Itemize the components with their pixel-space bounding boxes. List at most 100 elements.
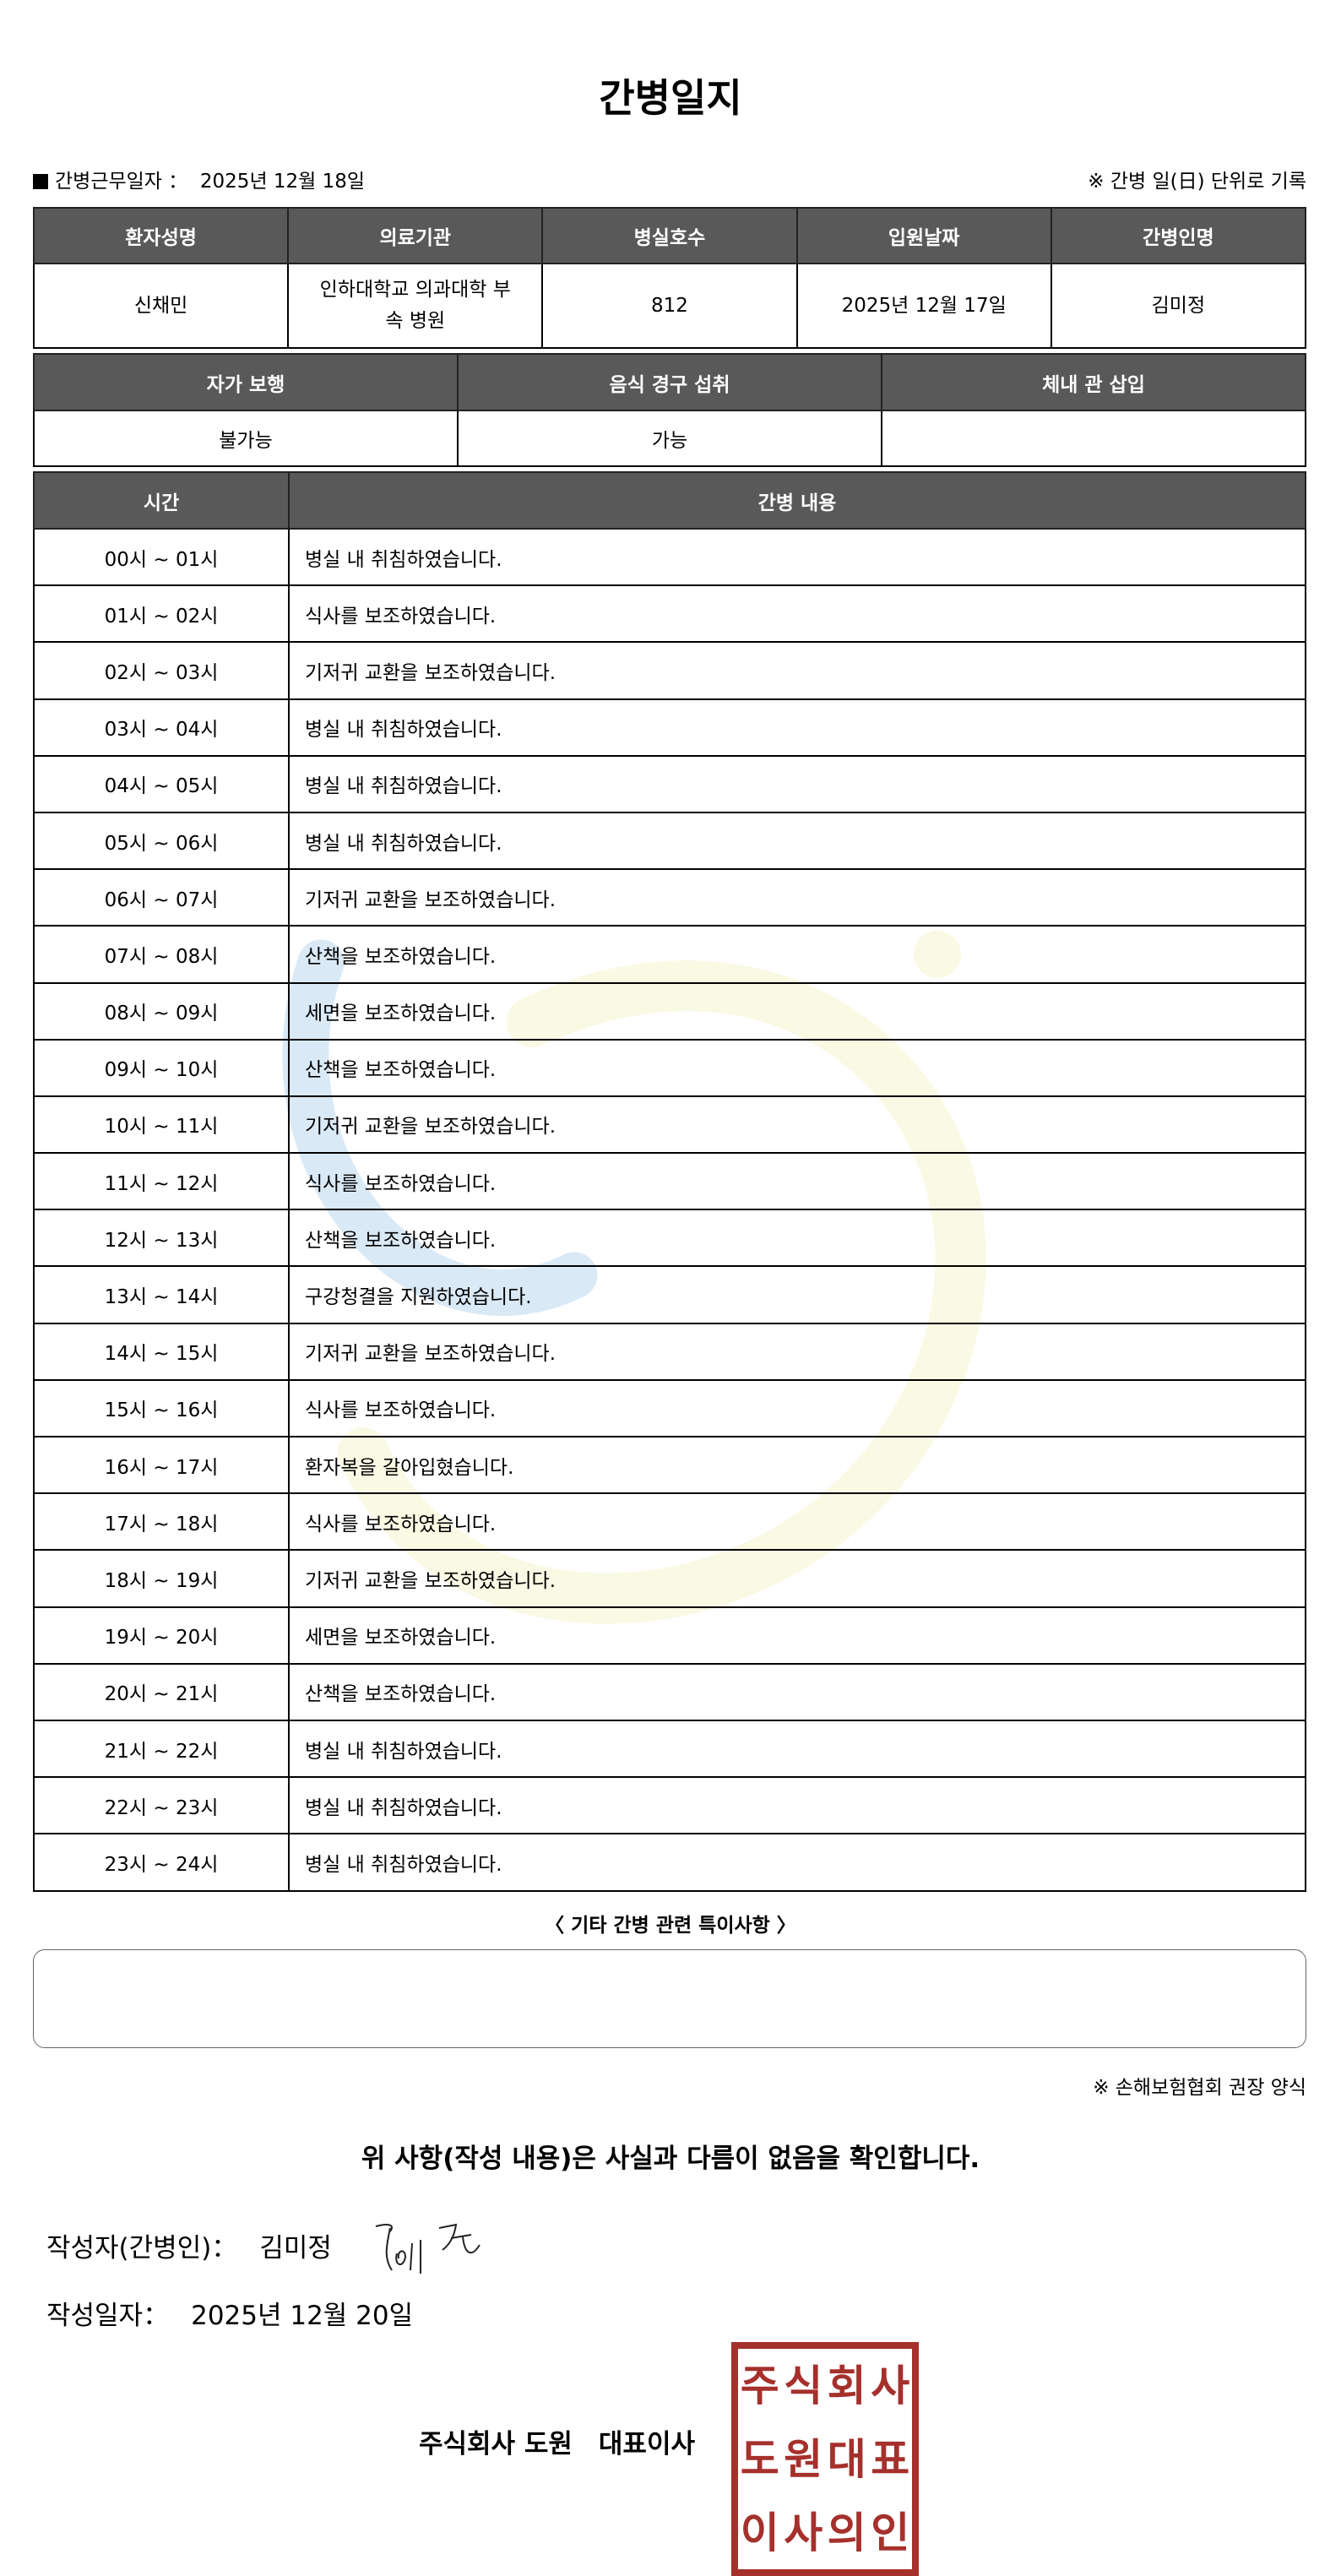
care-content-cell: 식사를 보조하였습니다. — [288, 1492, 1306, 1552]
time-cell: 09시 ~ 10시 — [33, 1038, 290, 1097]
table-row: 07시 ~ 08시 산책을 보조하였습니다. — [33, 925, 1306, 984]
seal-char: 의 — [827, 2508, 866, 2557]
company-representative: 주식회사 도원 대표이사 — [419, 2429, 695, 2459]
table-row: 05시 ~ 06시 병실 내 취침하였습니다. — [33, 811, 1306, 871]
table-row: 11시 ~ 12시 식사를 보조하였습니다. — [33, 1152, 1306, 1211]
care-content-cell: 기저귀 교환을 보조하였습니다. — [288, 1322, 1306, 1381]
care-content-cell: 기저귀 교환을 보조하였습니다. — [288, 868, 1306, 927]
square-bullet-icon — [33, 174, 48, 189]
caregiver-name: 김미정 — [1050, 263, 1307, 349]
patient-status-table: 자가 보행 음식 경구 섭취 체내 관 삽입 불가능 가능 — [33, 353, 1306, 467]
other-notes-label: 〈 기타 간병 관련 특이사항 〉 — [545, 1915, 796, 1937]
time-cell: 15시 ~ 16시 — [33, 1378, 290, 1438]
seal-char: 표 — [871, 2434, 910, 2484]
seal-char: 주 — [740, 2361, 779, 2410]
care-content-cell: 기저귀 교환을 보조하였습니다. — [288, 641, 1306, 700]
writer-label: 작성자(간병인)： — [46, 2233, 238, 2264]
time-cell: 22시 ~ 23시 — [33, 1776, 290, 1835]
table-row: 23시 ~ 24시 병실 내 취침하였습니다. — [33, 1833, 1306, 1892]
care-content-cell: 세면을 보조하였습니다. — [288, 1606, 1306, 1665]
care-content-cell: 산책을 보조하였습니다. — [288, 1209, 1306, 1268]
other-notes-box — [33, 1949, 1306, 2048]
work-date: 간병근무일자 ： 2025년 12월 18일 — [33, 165, 365, 193]
care-content-cell: 병실 내 취침하였습니다. — [288, 754, 1306, 813]
tube-insertion — [881, 410, 1306, 467]
time-cell: 12시 ~ 13시 — [33, 1209, 290, 1268]
table-row: 22시 ~ 23시 병실 내 취침하였습니다. — [33, 1776, 1306, 1835]
time-cell: 20시 ~ 21시 — [33, 1662, 290, 1721]
room-number: 812 — [541, 263, 798, 349]
header-room: 병실호수 — [541, 207, 798, 264]
time-cell: 05시 ~ 06시 — [33, 811, 290, 871]
table-row: 13시 ~ 14시 구강청결을 지원하였습니다. — [33, 1265, 1306, 1324]
confirm-statement: 위 사항(작성 내용)은 사실과 다름이 없음을 확인합니다. — [361, 2144, 980, 2174]
header-tube-insertion: 체내 관 삽입 — [881, 353, 1306, 411]
time-cell: 16시 ~ 17시 — [33, 1435, 290, 1495]
table-row: 21시 ~ 22시 병실 내 취침하였습니다. — [33, 1719, 1306, 1779]
time-cell: 19시 ~ 20시 — [33, 1606, 290, 1665]
oral-intake: 가능 — [457, 410, 882, 467]
care-content-cell: 구강청결을 지원하였습니다. — [288, 1265, 1306, 1324]
care-content-cell: 환자복을 갈아입혔습니다. — [288, 1435, 1306, 1495]
care-content-cell: 기저귀 교환을 보조하였습니다. — [288, 1549, 1306, 1608]
written-date-line: 작성일자： 2025년 12월 20일 — [46, 2294, 413, 2332]
table-row: 09시 ~ 10시 산책을 보조하였습니다. — [33, 1038, 1306, 1097]
writer-name: 김미정 — [259, 2233, 332, 2264]
time-cell: 04시 ~ 05시 — [33, 754, 290, 813]
table-row: 16시 ~ 17시 환자복을 갈아입혔습니다. — [33, 1435, 1306, 1495]
patient-info-table: 환자성명 의료기관 병실호수 입원날짜 간병인명 신채민 인하대학교 의과대학 … — [32, 207, 1307, 349]
time-cell: 14시 ~ 15시 — [33, 1322, 290, 1381]
seal-char: 대 — [827, 2434, 866, 2484]
table-row: 19시 ~ 20시 세면을 보조하였습니다. — [33, 1606, 1306, 1665]
care-content-cell: 병실 내 취침하였습니다. — [288, 527, 1306, 587]
self-walking: 불가능 — [33, 410, 459, 467]
seal-char: 이 — [740, 2508, 779, 2557]
table-row: 17시 ~ 18시 식사를 보조하였습니다. — [33, 1492, 1306, 1552]
time-cell: 10시 ~ 11시 — [33, 1095, 290, 1155]
seal-char: 식 — [784, 2361, 823, 2410]
seal-char: 회 — [827, 2361, 866, 2410]
table-row: 15시 ~ 16시 식사를 보조하였습니다. — [33, 1378, 1306, 1438]
page-title: 간병일지 — [599, 75, 742, 121]
time-cell: 03시 ~ 04시 — [33, 698, 290, 757]
seal-char: 사 — [784, 2508, 823, 2557]
work-date-label: 간병근무일자 ： — [55, 171, 188, 193]
table-row: 04시 ~ 05시 병실 내 취침하였습니다. — [33, 754, 1306, 813]
time-cell: 18시 ~ 19시 — [33, 1549, 290, 1608]
time-cell: 07시 ~ 08시 — [33, 925, 290, 984]
header-care-content: 간병 내용 — [288, 471, 1306, 530]
seal-char: 인 — [871, 2508, 910, 2557]
hospital: 인하대학교 의과대학 부속 병원 — [287, 263, 544, 349]
header-caregiver: 간병인명 — [1050, 207, 1307, 264]
recommend-note: ※ 손해보험협회 권장 양식 — [1093, 2077, 1306, 2099]
time-cell: 00시 ~ 01시 — [33, 527, 290, 587]
time-cell: 21시 ~ 22시 — [33, 1719, 290, 1779]
header-oral-intake: 음식 경구 섭취 — [457, 353, 882, 411]
care-content-cell: 병실 내 취침하였습니다. — [288, 1833, 1306, 1892]
table-row: 03시 ~ 04시 병실 내 취침하였습니다. — [33, 698, 1306, 757]
care-content-cell: 병실 내 취침하였습니다. — [288, 811, 1306, 871]
table-row: 14시 ~ 15시 기저귀 교환을 보조하였습니다. — [33, 1322, 1306, 1381]
care-content-cell: 기저귀 교환을 보조하였습니다. — [288, 1095, 1306, 1155]
table-row: 08시 ~ 09시 세면을 보조하였습니다. — [33, 981, 1306, 1041]
care-content-cell: 식사를 보조하였습니다. — [288, 1378, 1306, 1438]
care-content-cell: 병실 내 취침하였습니다. — [288, 698, 1306, 757]
signature — [375, 2223, 480, 2274]
time-cell: 13시 ~ 14시 — [33, 1265, 290, 1324]
care-content-cell: 산책을 보조하였습니다. — [288, 1662, 1306, 1721]
time-cell: 17시 ~ 18시 — [33, 1492, 290, 1552]
care-content-cell: 산책을 보조하였습니다. — [288, 925, 1306, 984]
table-row: 18시 ~ 19시 기저귀 교환을 보조하였습니다. — [33, 1549, 1306, 1608]
care-log-table: 시간 간병 내용 00시 ~ 01시 병실 내 취침하였습니다. 01시 ~ 02시… — [33, 471, 1306, 1892]
table-row: 12시 ~ 13시 산책을 보조하였습니다. — [33, 1209, 1306, 1268]
time-cell: 23시 ~ 24시 — [33, 1833, 290, 1892]
seal-char: 원 — [784, 2434, 823, 2484]
patient-name: 신채민 — [32, 263, 290, 349]
header-self-walking: 자가 보행 — [33, 353, 459, 411]
time-cell: 06시 ~ 07시 — [33, 868, 290, 927]
table-row: 02시 ~ 03시 기저귀 교환을 보조하였습니다. — [33, 641, 1306, 700]
seal-char: 사 — [871, 2361, 910, 2410]
time-cell: 02시 ~ 03시 — [33, 641, 290, 700]
care-content-cell: 산책을 보조하였습니다. — [288, 1038, 1306, 1097]
